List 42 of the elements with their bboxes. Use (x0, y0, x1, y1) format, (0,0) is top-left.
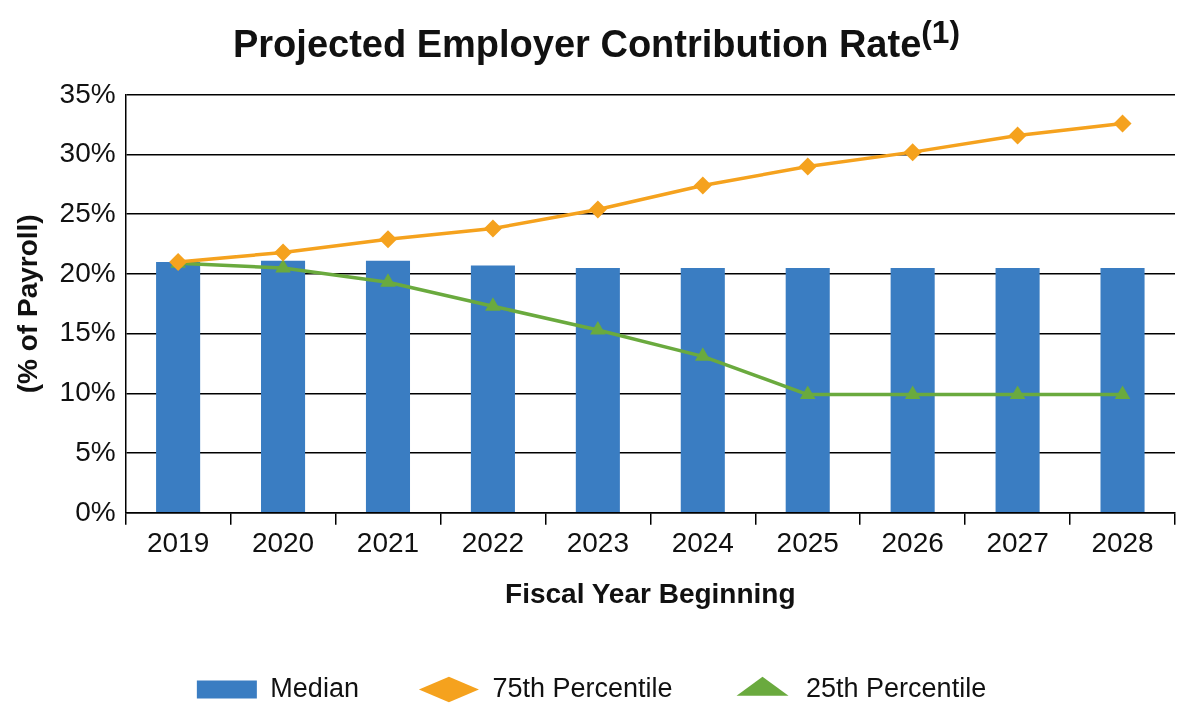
y-axis-title: (% of Payroll) (11, 214, 43, 393)
chart-title: Projected Employer Contribution Rate$^{(1)}$ (232, 13, 961, 67)
point (275, 258, 291, 273)
y-tick-label: 10% (59, 375, 116, 407)
point (799, 385, 816, 399)
point (903, 142, 922, 161)
point (1008, 126, 1027, 145)
y-tick-label: 5% (75, 435, 116, 467)
point (483, 219, 502, 238)
point (693, 176, 712, 195)
y-tick-label: 35% (59, 77, 116, 109)
x-tick-label: 2021 (356, 526, 420, 558)
x-tick-label: 2027 (986, 526, 1049, 558)
point (798, 157, 817, 176)
point (1009, 385, 1026, 399)
point (904, 385, 921, 399)
point (588, 200, 607, 219)
x-tick-label: 2023 (566, 526, 629, 558)
legend-label: 25th Percentile (806, 672, 987, 703)
y-tick-label: 0% (75, 495, 116, 527)
point (485, 296, 501, 311)
x-tick-label: 2022 (461, 526, 525, 558)
x-tick-label: 2026 (881, 526, 944, 558)
point (694, 347, 711, 361)
legend-label: Median (270, 672, 359, 703)
x-tick-label: 2020 (251, 526, 315, 558)
y-tick-label: 15% (59, 316, 116, 348)
x-axis-title: Fiscal Year Beginning (505, 577, 796, 609)
point (378, 229, 397, 248)
x-tick-label: 2025 (776, 526, 839, 558)
point (590, 320, 606, 335)
point (1114, 385, 1131, 399)
y-tick-label: 30% (59, 136, 116, 168)
y-tick-label: 20% (59, 256, 116, 288)
legend-label: 75th Percentile (492, 672, 673, 703)
x-tick-label: 2024 (671, 526, 734, 558)
point (274, 243, 293, 262)
point (380, 272, 396, 287)
x-tick-label: 2028 (1091, 526, 1154, 558)
point (1113, 114, 1132, 133)
x-tick-label: 2019 (146, 526, 210, 558)
y-tick-label: 25% (59, 196, 116, 228)
